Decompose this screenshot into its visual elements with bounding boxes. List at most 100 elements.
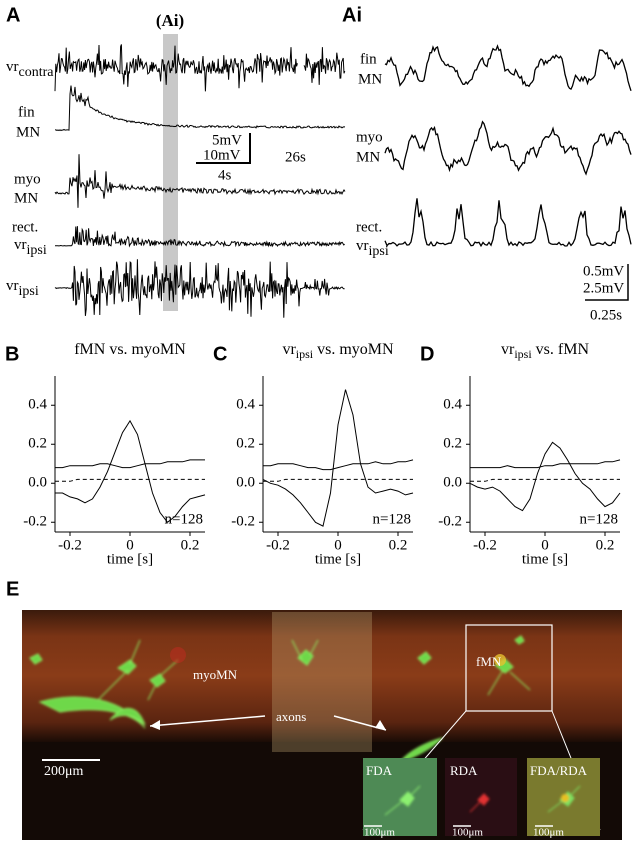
trace-label: myo	[14, 171, 41, 187]
series-line	[55, 478, 205, 482]
scale-label: 2.5mV	[583, 280, 624, 296]
y-tick-label: 0.4	[236, 397, 255, 413]
trace	[384, 120, 632, 176]
trace	[54, 44, 298, 92]
trace-label: vripsi	[14, 237, 47, 258]
scale-bar	[585, 264, 629, 301]
x-axis-label: time [s]	[315, 551, 361, 567]
chart-title: fMN vs. myoMN	[74, 341, 186, 358]
annotation: n=128	[373, 511, 411, 527]
scale-label: 26s	[285, 149, 306, 165]
y-tick-label: 0.0	[236, 475, 255, 491]
title-part: vr	[501, 341, 515, 358]
panel-letter: B	[5, 343, 19, 365]
series-line	[470, 459, 621, 469]
y-tick-label: 0.2	[236, 436, 255, 452]
title-part: fMN vs. myoMN	[74, 341, 186, 358]
series-line	[470, 478, 620, 482]
y-tick-label: -0.2	[23, 514, 47, 530]
series-line	[55, 419, 206, 524]
series-line	[263, 478, 413, 482]
panel-letter: C	[213, 343, 227, 365]
y-tick-label: 0.4	[28, 397, 47, 413]
trace	[54, 259, 345, 318]
scale-bar	[196, 133, 251, 164]
y-tick-label: 0.2	[28, 436, 47, 452]
y-tick-label: 0.0	[28, 475, 47, 491]
panel-letter: A	[6, 4, 20, 26]
window-label: (Ai)	[156, 11, 184, 30]
x-tick-label: 0	[126, 537, 134, 553]
traces	[54, 44, 632, 318]
trace-label: rect.	[356, 219, 382, 235]
scale-label: 5mV	[212, 132, 242, 148]
x-tick-label: -0.2	[266, 537, 290, 553]
trace-label: MN	[356, 149, 380, 165]
trace-label: fin	[18, 104, 35, 120]
image-label: fMN	[476, 654, 502, 669]
x-tick-label: 0	[334, 537, 342, 553]
trace-label: MN	[358, 71, 382, 87]
x-axis-label: time [s]	[522, 551, 568, 567]
image-label: axons	[276, 709, 306, 724]
scale-label: 100μm	[452, 827, 483, 839]
trace	[55, 85, 346, 132]
scale-label: 200μm	[44, 764, 84, 779]
micrograph	[22, 610, 622, 840]
title-part: ipsi	[296, 347, 314, 361]
panel-letter: Ai	[342, 4, 362, 26]
annotation: n=128	[165, 511, 203, 527]
trace-label: myo	[356, 129, 383, 145]
series-line	[262, 389, 414, 527]
trace	[384, 198, 632, 248]
y-tick-label: -0.2	[438, 514, 462, 530]
scale-label: 100μm	[533, 827, 564, 839]
image-label: myoMN	[193, 667, 238, 682]
inset-title: RDA	[450, 763, 478, 778]
inset-title: FDA/RDA	[530, 763, 588, 778]
trace-label: MN	[14, 190, 38, 206]
trace	[54, 226, 345, 248]
x-axis-label: time [s]	[107, 551, 153, 567]
scale-label: 10mV	[203, 147, 241, 163]
trace	[303, 47, 346, 85]
chart-title: vripsi vs. myoMN	[282, 341, 394, 361]
y-tick-label: -0.2	[231, 514, 255, 530]
scale-label: 0.25s	[590, 307, 622, 323]
trace-label: vrcontra	[6, 59, 54, 80]
y-tick-label: 0.4	[443, 397, 462, 413]
chart-title: vripsi vs. fMN	[501, 341, 589, 361]
series-line	[263, 459, 414, 471]
trace	[54, 154, 346, 208]
panel-letter: D	[420, 343, 434, 365]
inset-title: FDA	[366, 763, 393, 778]
trace-label: MN	[16, 124, 40, 140]
annotation: n=128	[580, 511, 618, 527]
scale-label: 100μm	[364, 827, 395, 839]
trace	[384, 44, 632, 92]
trace-label: vripsi	[6, 278, 39, 299]
trace-label: rect.	[12, 219, 38, 235]
scale-label: 0.5mV	[583, 263, 624, 279]
title-part: vs. myoMN	[313, 341, 394, 358]
x-tick-label: -0.2	[473, 537, 497, 553]
scale-label: 4s	[218, 167, 232, 183]
trace-label: vripsi	[356, 238, 389, 259]
x-tick-label: -0.2	[58, 537, 82, 553]
title-part: vs. fMN	[532, 341, 590, 358]
x-tick-label: 0.2	[181, 537, 200, 553]
series-line	[469, 441, 621, 512]
panel-letter: E	[6, 578, 19, 600]
y-tick-label: 0.2	[443, 436, 462, 452]
series-line	[55, 459, 205, 469]
title-part: ipsi	[514, 347, 532, 361]
x-tick-label: 0	[541, 537, 549, 553]
title-part: vr	[282, 341, 296, 358]
trace-label: fin	[360, 51, 377, 67]
x-tick-label: 0.2	[389, 537, 408, 553]
x-tick-label: 0.2	[596, 537, 615, 553]
y-tick-label: 0.0	[443, 475, 462, 491]
